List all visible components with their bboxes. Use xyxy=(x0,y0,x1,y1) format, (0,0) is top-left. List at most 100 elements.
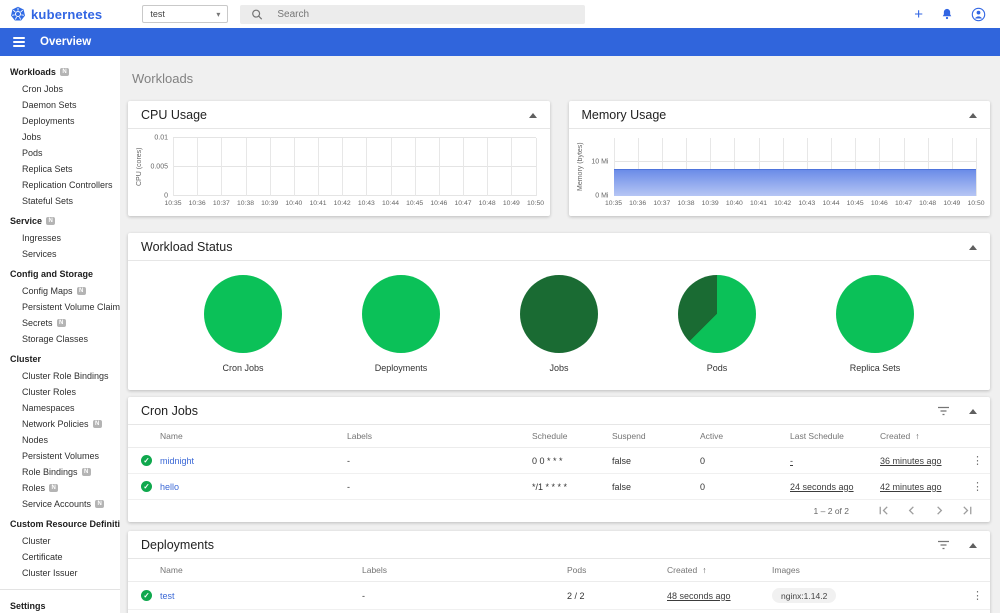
column-header-labels[interactable]: Labels xyxy=(343,425,528,448)
first-page-icon[interactable] xyxy=(877,504,890,517)
workload-pie-replica-sets: Replica Sets xyxy=(836,275,914,373)
column-header-name[interactable]: Name xyxy=(156,425,343,448)
cron-jobs-card: Cron Jobs Name Labels Schedule Suspend Activ… xyxy=(128,397,990,522)
sidebar-item-cluster[interactable]: Cluster xyxy=(0,533,120,549)
status-ok-icon: ✓ xyxy=(141,455,152,466)
collapse-icon[interactable] xyxy=(969,244,977,250)
sidebar-item-services[interactable]: Services xyxy=(0,246,120,262)
resource-link[interactable]: test xyxy=(160,590,175,601)
relative-time[interactable]: 24 seconds ago xyxy=(790,481,854,492)
chevron-down-icon: ▾ xyxy=(216,9,221,19)
sidebar-item-cluster-issuer[interactable]: Cluster Issuer xyxy=(0,565,120,581)
collapse-icon[interactable] xyxy=(528,112,537,118)
sidebar-group-config-and-storage[interactable]: Config and Storage xyxy=(0,264,120,283)
user-icon[interactable] xyxy=(971,7,986,22)
column-header-schedule[interactable]: Schedule xyxy=(528,425,608,448)
pods-cell: 3 / 3 xyxy=(563,609,663,613)
menu-icon[interactable] xyxy=(13,36,25,48)
sidebar-item-cluster-role-bindings[interactable]: Cluster Role Bindings xyxy=(0,368,120,384)
column-header-created[interactable]: Created ↑ xyxy=(876,425,964,448)
filter-icon[interactable] xyxy=(937,406,950,416)
row-menu-icon[interactable]: ⋮ xyxy=(972,455,983,467)
sidebar-item-certificate[interactable]: Certificate xyxy=(0,549,120,565)
resource-link[interactable]: midnight xyxy=(160,455,195,466)
x-tick-label: 10:38 xyxy=(677,200,695,207)
sidebar-item-network-policies[interactable]: Network Policies N xyxy=(0,416,120,432)
sidebar-item-replication-controllers[interactable]: Replication Controllers xyxy=(0,177,120,193)
schedule-cell: 0 0 * * * xyxy=(528,447,608,474)
kubernetes-logo[interactable]: kubernetes xyxy=(10,6,102,22)
column-header-created[interactable]: Created ↑ xyxy=(663,559,768,582)
column-header-pods[interactable]: Pods xyxy=(563,559,663,582)
sidebar-group-custom-resource-definitions[interactable]: Custom Resource Definitions xyxy=(0,514,120,533)
sidebar-item-ingresses[interactable]: Ingresses xyxy=(0,230,120,246)
sidebar-item-pods[interactable]: Pods xyxy=(0,145,120,161)
bell-icon[interactable] xyxy=(940,7,954,21)
gridline xyxy=(951,138,953,196)
sidebar-label: Ingresses xyxy=(22,233,62,243)
last-page-icon[interactable] xyxy=(961,504,974,517)
gridline xyxy=(197,138,199,196)
gridline xyxy=(487,138,489,196)
relative-time[interactable]: - xyxy=(790,455,793,466)
gridline xyxy=(245,138,247,196)
sidebar-item-persistent-volume-claims[interactable]: Persistent Volume ClaimsN xyxy=(0,299,120,315)
column-header-suspend[interactable]: Suspend xyxy=(608,425,696,448)
relative-time[interactable]: 36 minutes ago xyxy=(880,455,942,466)
sidebar-item-jobs[interactable]: Jobs xyxy=(0,129,120,145)
filter-icon[interactable] xyxy=(937,540,950,550)
sidebar-item-cron-jobs[interactable]: Cron Jobs xyxy=(0,81,120,97)
next-page-icon[interactable] xyxy=(933,504,946,517)
sidebar-item-namespaces[interactable]: Namespaces xyxy=(0,400,120,416)
sidebar-item-service-accounts[interactable]: Service Accounts N xyxy=(0,496,120,512)
header-actions: + xyxy=(914,7,986,22)
collapse-icon[interactable] xyxy=(969,408,977,414)
sidebar-group-cluster[interactable]: Cluster xyxy=(0,349,120,368)
pie-label: Deployments xyxy=(374,363,428,373)
sidebar-group-settings[interactable]: Settings xyxy=(0,596,120,613)
sidebar-label: Workloads xyxy=(10,67,56,77)
search-icon xyxy=(252,9,263,20)
sidebar-item-storage-classes[interactable]: Storage Classes xyxy=(0,331,120,347)
sidebar-item-daemon-sets[interactable]: Daemon Sets xyxy=(0,97,120,113)
sidebar-item-role-bindings[interactable]: Role Bindings N xyxy=(0,464,120,480)
namespace-selector[interactable]: test ▾ xyxy=(142,5,229,23)
sidebar-group-service[interactable]: Service N xyxy=(0,211,120,230)
status-ok-icon: ✓ xyxy=(141,481,152,492)
name-cell: test xyxy=(156,581,358,610)
sidebar-item-secrets[interactable]: Secrets N xyxy=(0,315,120,331)
x-tick-label: 10:41 xyxy=(309,200,327,207)
sidebar-item-nodes[interactable]: Nodes xyxy=(0,432,120,448)
search-input[interactable] xyxy=(275,7,575,21)
column-header-name[interactable]: Name xyxy=(156,559,358,582)
sidebar-label: Nodes xyxy=(22,435,49,445)
sidebar-group-workloads[interactable]: Workloads N xyxy=(0,62,120,81)
collapse-icon[interactable] xyxy=(969,542,977,548)
relative-time[interactable]: 42 minutes ago xyxy=(880,481,942,492)
gridline xyxy=(734,138,736,196)
x-tick-label: 10:37 xyxy=(653,200,671,207)
search-bar[interactable] xyxy=(240,4,586,24)
column-header-active[interactable]: Active xyxy=(696,425,786,448)
resource-link[interactable]: hello xyxy=(160,481,180,492)
row-menu-icon[interactable]: ⋮ xyxy=(972,481,983,493)
column-header-labels[interactable]: Labels xyxy=(358,559,563,582)
row-menu-icon[interactable]: ⋮ xyxy=(972,590,983,602)
sidebar-item-stateful-sets[interactable]: Stateful Sets xyxy=(0,193,120,209)
gridline xyxy=(293,138,295,196)
sidebar-item-roles[interactable]: Roles N xyxy=(0,480,120,496)
x-tick-label: 10:39 xyxy=(701,200,719,207)
sidebar-item-cluster-roles[interactable]: Cluster Roles xyxy=(0,384,120,400)
previous-page-icon[interactable] xyxy=(905,504,918,517)
collapse-icon[interactable] xyxy=(969,112,977,118)
column-header-images[interactable]: Images xyxy=(768,559,964,582)
sidebar-item-deployments[interactable]: Deployments xyxy=(0,113,120,129)
column-header-last-schedule[interactable]: Last Schedule xyxy=(786,425,876,448)
sidebar-item-persistent-volumes[interactable]: Persistent Volumes xyxy=(0,448,120,464)
sidebar-item-config-maps[interactable]: Config Maps N xyxy=(0,283,120,299)
namespace-value: test xyxy=(150,9,165,19)
relative-time[interactable]: 48 seconds ago xyxy=(667,590,731,601)
create-resource-button[interactable]: + xyxy=(914,5,923,23)
sidebar-item-replica-sets[interactable]: Replica Sets xyxy=(0,161,120,177)
pie-label: Cron Jobs xyxy=(222,363,264,373)
